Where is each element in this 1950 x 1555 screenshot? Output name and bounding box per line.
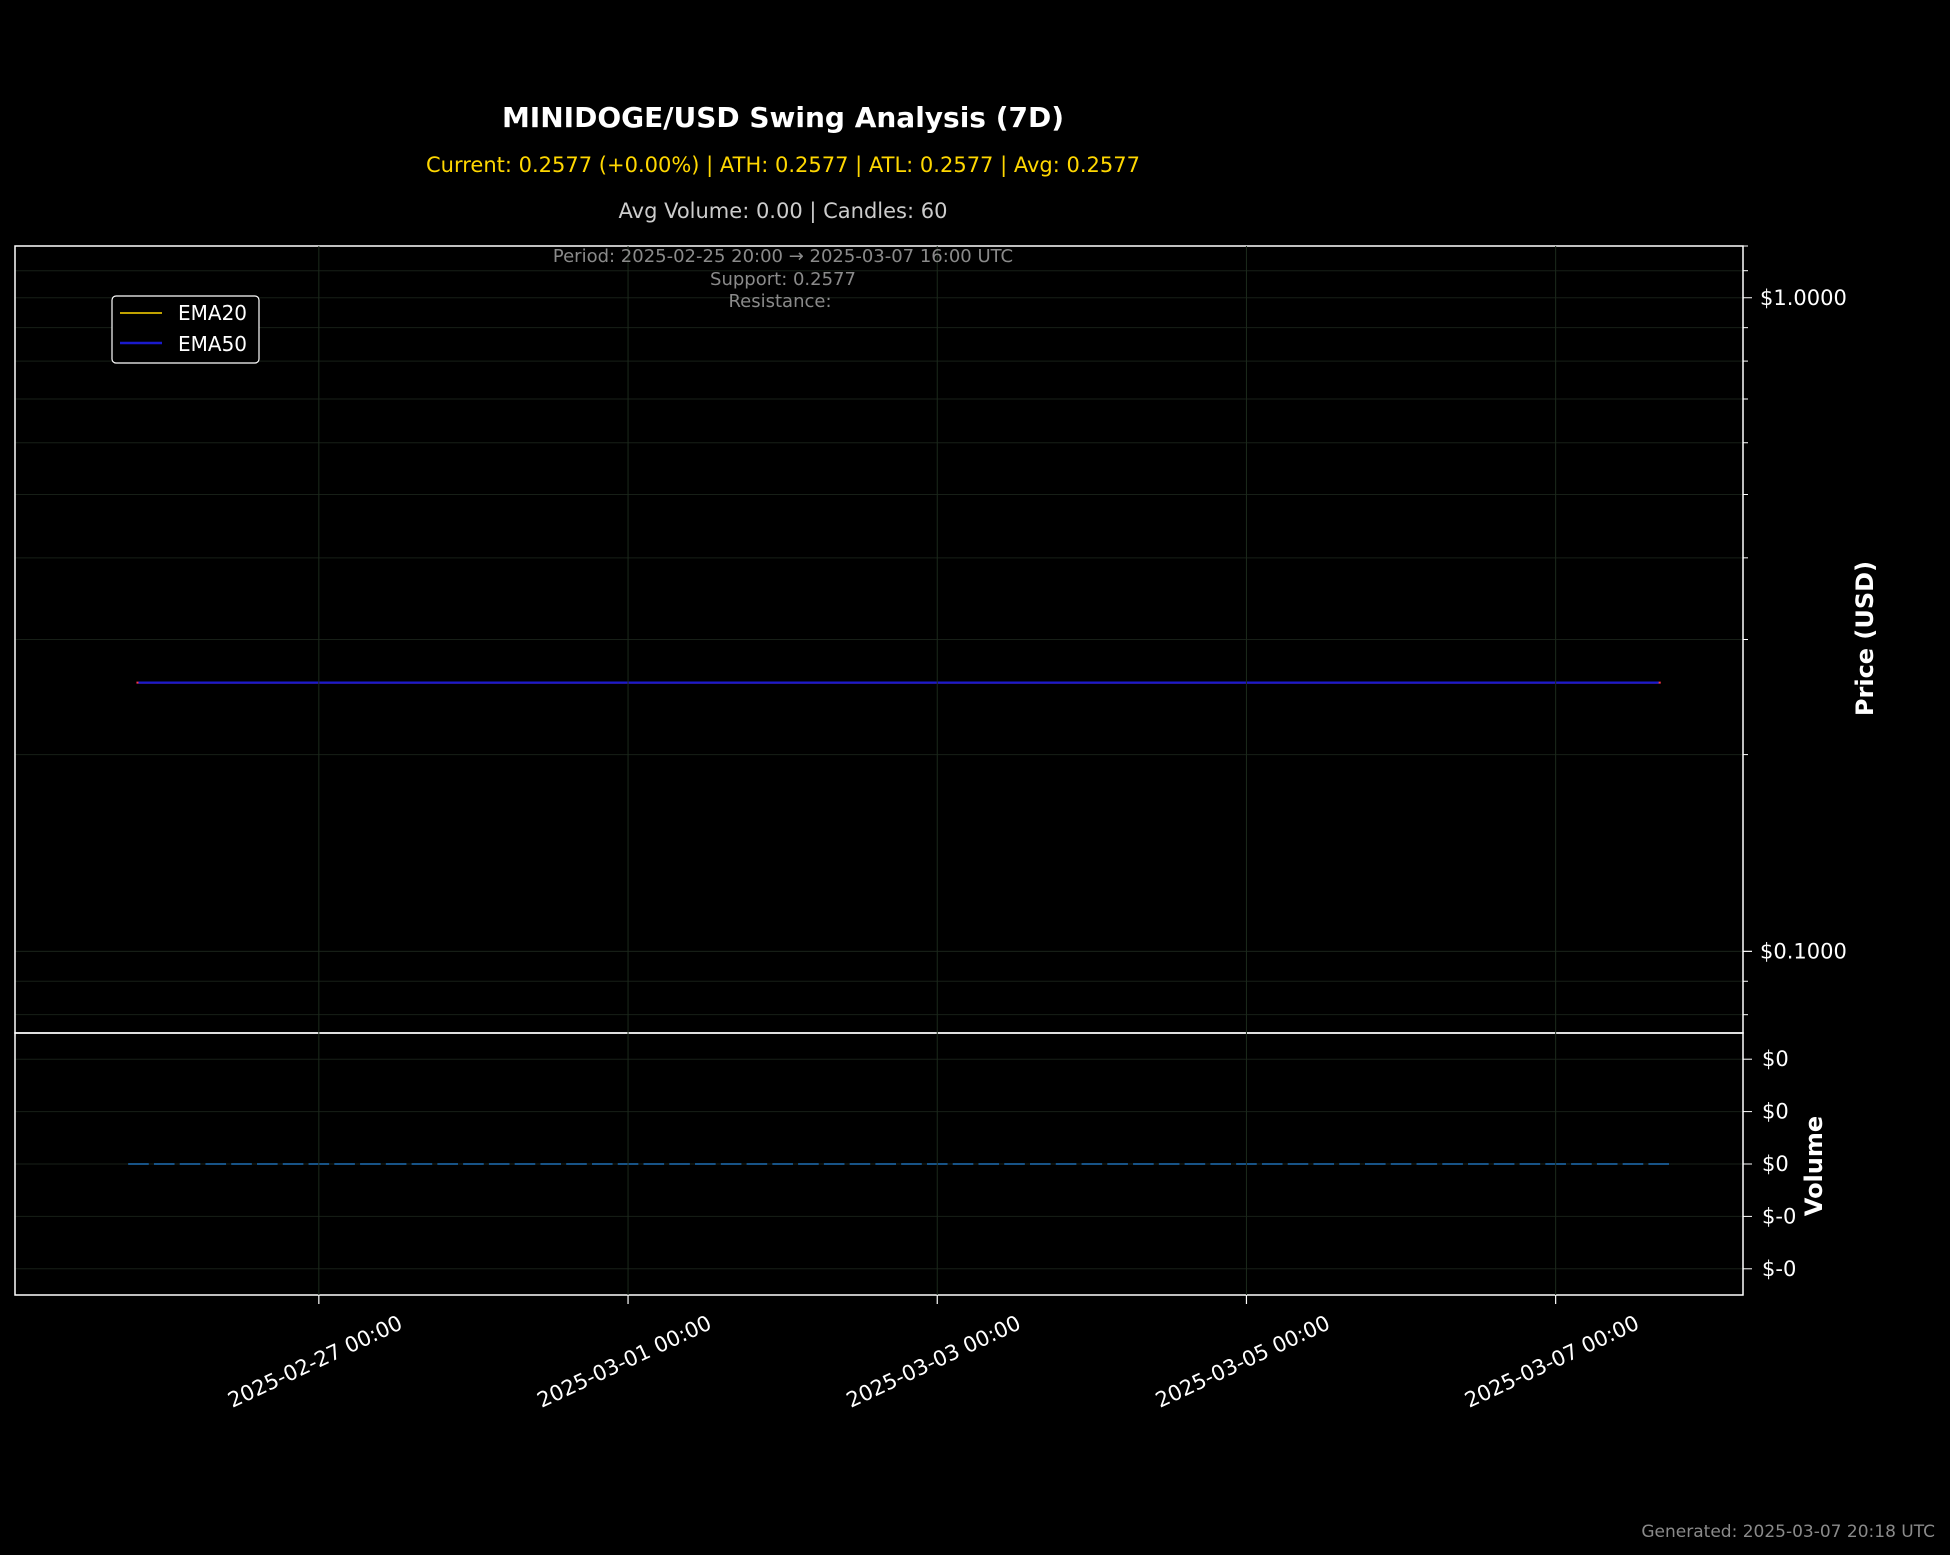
volume-bar: [1519, 1163, 1541, 1165]
legend-ema50-label: EMA50: [178, 332, 247, 356]
legend: EMA20 EMA50: [111, 295, 260, 364]
volume-bar: [849, 1163, 871, 1165]
volume-bar: [1596, 1163, 1618, 1165]
volume-bar: [334, 1163, 355, 1165]
volume-bar: [1648, 1163, 1670, 1165]
volume-bar: [360, 1163, 381, 1165]
footer-generated: Generated: 2025-03-07 20:18 UTC: [1641, 1522, 1935, 1542]
chart-title: MINIDOGE/USD Swing Analysis (7D): [502, 101, 1064, 134]
info-period: Period: 2025-02-25 20:00 → 2025-03-07 16…: [553, 246, 1013, 267]
volume-bar: [1261, 1163, 1283, 1165]
volume-tick-label: $0: [1762, 1047, 1789, 1071]
volume-tick-label: $-0: [1762, 1204, 1796, 1228]
volume-bar: [231, 1163, 252, 1165]
volume-bar: [1107, 1163, 1128, 1165]
volume-bar: [1339, 1163, 1360, 1165]
info-support: Support: 0.2577: [710, 269, 856, 290]
volume-bar: [1184, 1163, 1206, 1165]
volume-tick-label: $0: [1762, 1152, 1789, 1176]
volume-tick-label: $-0: [1762, 1257, 1796, 1281]
volume-bar: [179, 1163, 201, 1165]
volume-bar: [1081, 1163, 1103, 1165]
volume-bar: [1004, 1163, 1025, 1165]
volume-bar: [591, 1163, 613, 1165]
volume-bar: [1030, 1163, 1051, 1165]
volume-bar: [128, 1163, 149, 1165]
volume-bar: [720, 1163, 742, 1165]
volume-bar: [1158, 1163, 1180, 1165]
volume-bar: [695, 1163, 716, 1165]
volume-bar: [875, 1163, 897, 1165]
volume-tick-label: $0: [1762, 1100, 1789, 1124]
volume-bar: [1493, 1163, 1515, 1165]
volume-bar: [952, 1163, 974, 1165]
volume-panel-frame: [14, 1032, 1744, 1296]
volume-bar: [282, 1163, 304, 1165]
volume-bar: [1390, 1163, 1412, 1165]
info-resistance: Resistance:: [728, 291, 831, 312]
volume-bar: [1133, 1163, 1154, 1165]
volume-bar: [463, 1163, 484, 1165]
volume-bar: [1416, 1163, 1438, 1165]
volume-bar: [798, 1163, 819, 1165]
y-tick-label: $0.1000: [1760, 939, 1847, 963]
volume-bar: [205, 1163, 227, 1165]
price-axis-label: Price (USD): [1851, 561, 1879, 716]
volume-axis-label: Volume: [1800, 1116, 1828, 1216]
price-panel: $1.0000 $0.1000 Price (USD): [14, 245, 1879, 1034]
volume-bar: [411, 1163, 433, 1165]
volume-bar: [978, 1163, 1000, 1165]
volume-bar: [1442, 1163, 1463, 1165]
legend-ema20-label: EMA20: [178, 301, 247, 325]
volume-bar: [566, 1163, 587, 1165]
volume-bar: [1571, 1163, 1592, 1165]
volume-bar: [823, 1163, 845, 1165]
volume-bar: [1364, 1163, 1386, 1165]
chart-subtitle-volume: Avg Volume: 0.00 | Candles: 60: [619, 199, 948, 224]
volume-bar: [514, 1163, 536, 1165]
volume-bar: [153, 1163, 175, 1165]
volume-bar: [1055, 1163, 1077, 1165]
volume-bar: [488, 1163, 510, 1165]
volume-bar: [901, 1163, 922, 1165]
chart-subtitle: Current: 0.2577 (+0.00%) | ATH: 0.2577 |…: [426, 153, 1140, 178]
volume-bar: [540, 1163, 562, 1165]
volume-bar: [1468, 1163, 1489, 1165]
volume-bar: [437, 1163, 458, 1165]
volume-bar: [669, 1163, 690, 1165]
volume-bar: [772, 1163, 793, 1165]
volume-bar: [1622, 1163, 1644, 1165]
volume-bar: [643, 1163, 665, 1165]
y-tick-label: $1.0000: [1760, 286, 1847, 310]
volume-bar: [1287, 1163, 1309, 1165]
volume-bar: [1313, 1163, 1335, 1165]
volume-bar: [746, 1163, 768, 1165]
volume-bar: [1210, 1163, 1231, 1165]
volume-bar: [385, 1163, 407, 1165]
volume-bar: [256, 1163, 278, 1165]
